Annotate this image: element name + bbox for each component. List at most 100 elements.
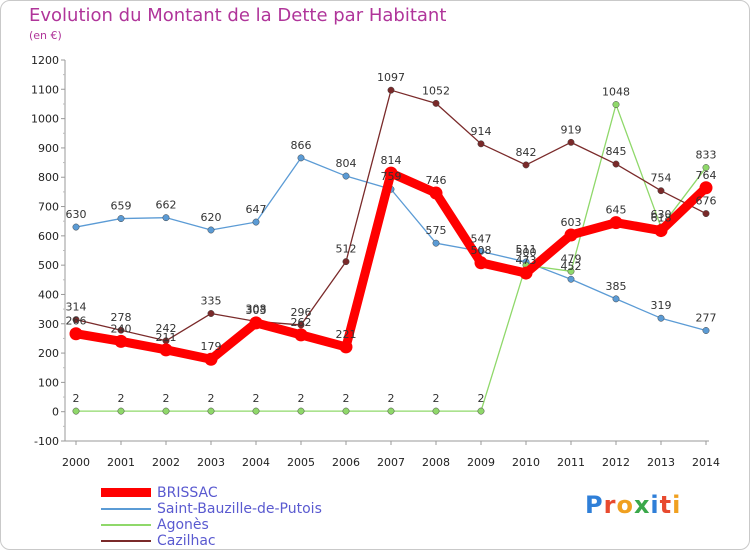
- data-point: [252, 407, 260, 415]
- data-point: [207, 226, 215, 234]
- data-point: [477, 407, 485, 415]
- data-label: 2: [208, 392, 215, 405]
- data-point: [432, 239, 440, 247]
- data-label: 2: [298, 392, 305, 405]
- data-label: 1097: [377, 71, 405, 84]
- data-point: [297, 154, 305, 162]
- y-tick-label: 500: [38, 259, 59, 272]
- data-label: 845: [606, 145, 627, 158]
- data-point: [339, 340, 353, 354]
- x-tick-label: 2003: [197, 456, 225, 469]
- y-tick-label: 400: [38, 288, 59, 301]
- data-label: 500: [516, 246, 537, 259]
- data-label: 2: [163, 392, 170, 405]
- data-label: 2: [478, 392, 485, 405]
- data-point: [297, 321, 305, 329]
- data-point: [567, 267, 575, 275]
- x-tick-label: 2009: [467, 456, 495, 469]
- y-tick-label: 900: [38, 142, 59, 155]
- data-point: [519, 266, 533, 280]
- data-label: 814: [381, 154, 402, 167]
- data-label: 1048: [602, 86, 630, 99]
- data-point: [612, 160, 620, 168]
- data-point: [522, 161, 530, 169]
- x-tick-label: 2000: [62, 456, 90, 469]
- y-tick-label: 100: [38, 376, 59, 389]
- data-point: [252, 218, 260, 226]
- data-point: [162, 407, 170, 415]
- data-label: 630: [66, 208, 87, 221]
- data-label: 2: [388, 392, 395, 405]
- data-label: 508: [471, 244, 492, 257]
- data-label: 676: [696, 195, 717, 208]
- x-tick-label: 2014: [692, 456, 720, 469]
- data-label: 630: [651, 208, 672, 221]
- data-label: 620: [201, 211, 222, 224]
- data-point: [207, 310, 215, 317]
- data-point: [114, 334, 128, 348]
- chart-subtitle: (en €): [29, 29, 62, 42]
- data-point: [567, 275, 575, 283]
- data-label: 2: [118, 392, 125, 405]
- data-point: [159, 343, 173, 357]
- legend-swatch-cazilhac: [101, 540, 151, 542]
- x-tick-label: 2006: [332, 456, 360, 469]
- y-tick-label: -100: [34, 435, 59, 448]
- data-point: [699, 181, 713, 195]
- legend-label: Cazilhac: [157, 533, 216, 549]
- legend-label: BRISSAC: [157, 485, 218, 501]
- data-point: [342, 258, 350, 266]
- data-point: [72, 407, 80, 415]
- data-point: [204, 352, 218, 366]
- x-tick-label: 2008: [422, 456, 450, 469]
- data-label: 179: [201, 340, 222, 353]
- data-label: 2: [253, 392, 260, 405]
- data-point: [432, 407, 440, 415]
- data-label: 618: [651, 212, 672, 225]
- data-label: 240: [111, 322, 132, 335]
- data-point: [117, 326, 125, 334]
- data-point: [72, 316, 80, 324]
- data-point: [612, 101, 620, 108]
- data-point: [387, 86, 395, 94]
- data-label: 266: [66, 315, 87, 328]
- data-label: 512: [336, 243, 357, 256]
- data-point: [654, 224, 668, 238]
- y-tick-label: 600: [38, 230, 59, 243]
- x-tick-label: 2001: [107, 456, 135, 469]
- data-point: [342, 407, 350, 415]
- legend-label: Agonès: [157, 517, 209, 533]
- data-label: 647: [246, 203, 267, 216]
- data-label: 296: [291, 306, 312, 319]
- x-tick-label: 2005: [287, 456, 315, 469]
- data-label: 335: [201, 295, 222, 308]
- data-point: [117, 215, 125, 223]
- data-label: 603: [561, 216, 582, 229]
- data-point: [474, 256, 488, 270]
- x-tick-label: 2011: [557, 456, 585, 469]
- data-label: 211: [156, 331, 177, 344]
- data-label: 866: [291, 139, 312, 152]
- x-tick-label: 2012: [602, 456, 630, 469]
- legend-swatch-agones: [101, 524, 151, 526]
- data-point: [432, 99, 440, 107]
- data-point: [249, 316, 263, 330]
- data-point: [567, 138, 575, 146]
- data-label: 575: [426, 224, 447, 237]
- data-label: 759: [381, 170, 402, 183]
- y-tick-label: 1000: [31, 113, 59, 126]
- data-label: 919: [561, 123, 582, 136]
- data-point: [342, 172, 350, 180]
- data-point: [702, 210, 710, 218]
- data-point: [477, 140, 485, 148]
- chart-title: Evolution du Montant de la Dette par Hab…: [29, 5, 447, 26]
- data-label: 547: [471, 232, 492, 245]
- x-tick-label: 2010: [512, 456, 540, 469]
- data-label: 914: [471, 125, 492, 138]
- data-point: [69, 327, 83, 341]
- data-label: 746: [426, 174, 447, 187]
- y-tick-label: 1100: [31, 83, 59, 96]
- data-label: 754: [651, 172, 672, 185]
- data-point: [384, 166, 398, 180]
